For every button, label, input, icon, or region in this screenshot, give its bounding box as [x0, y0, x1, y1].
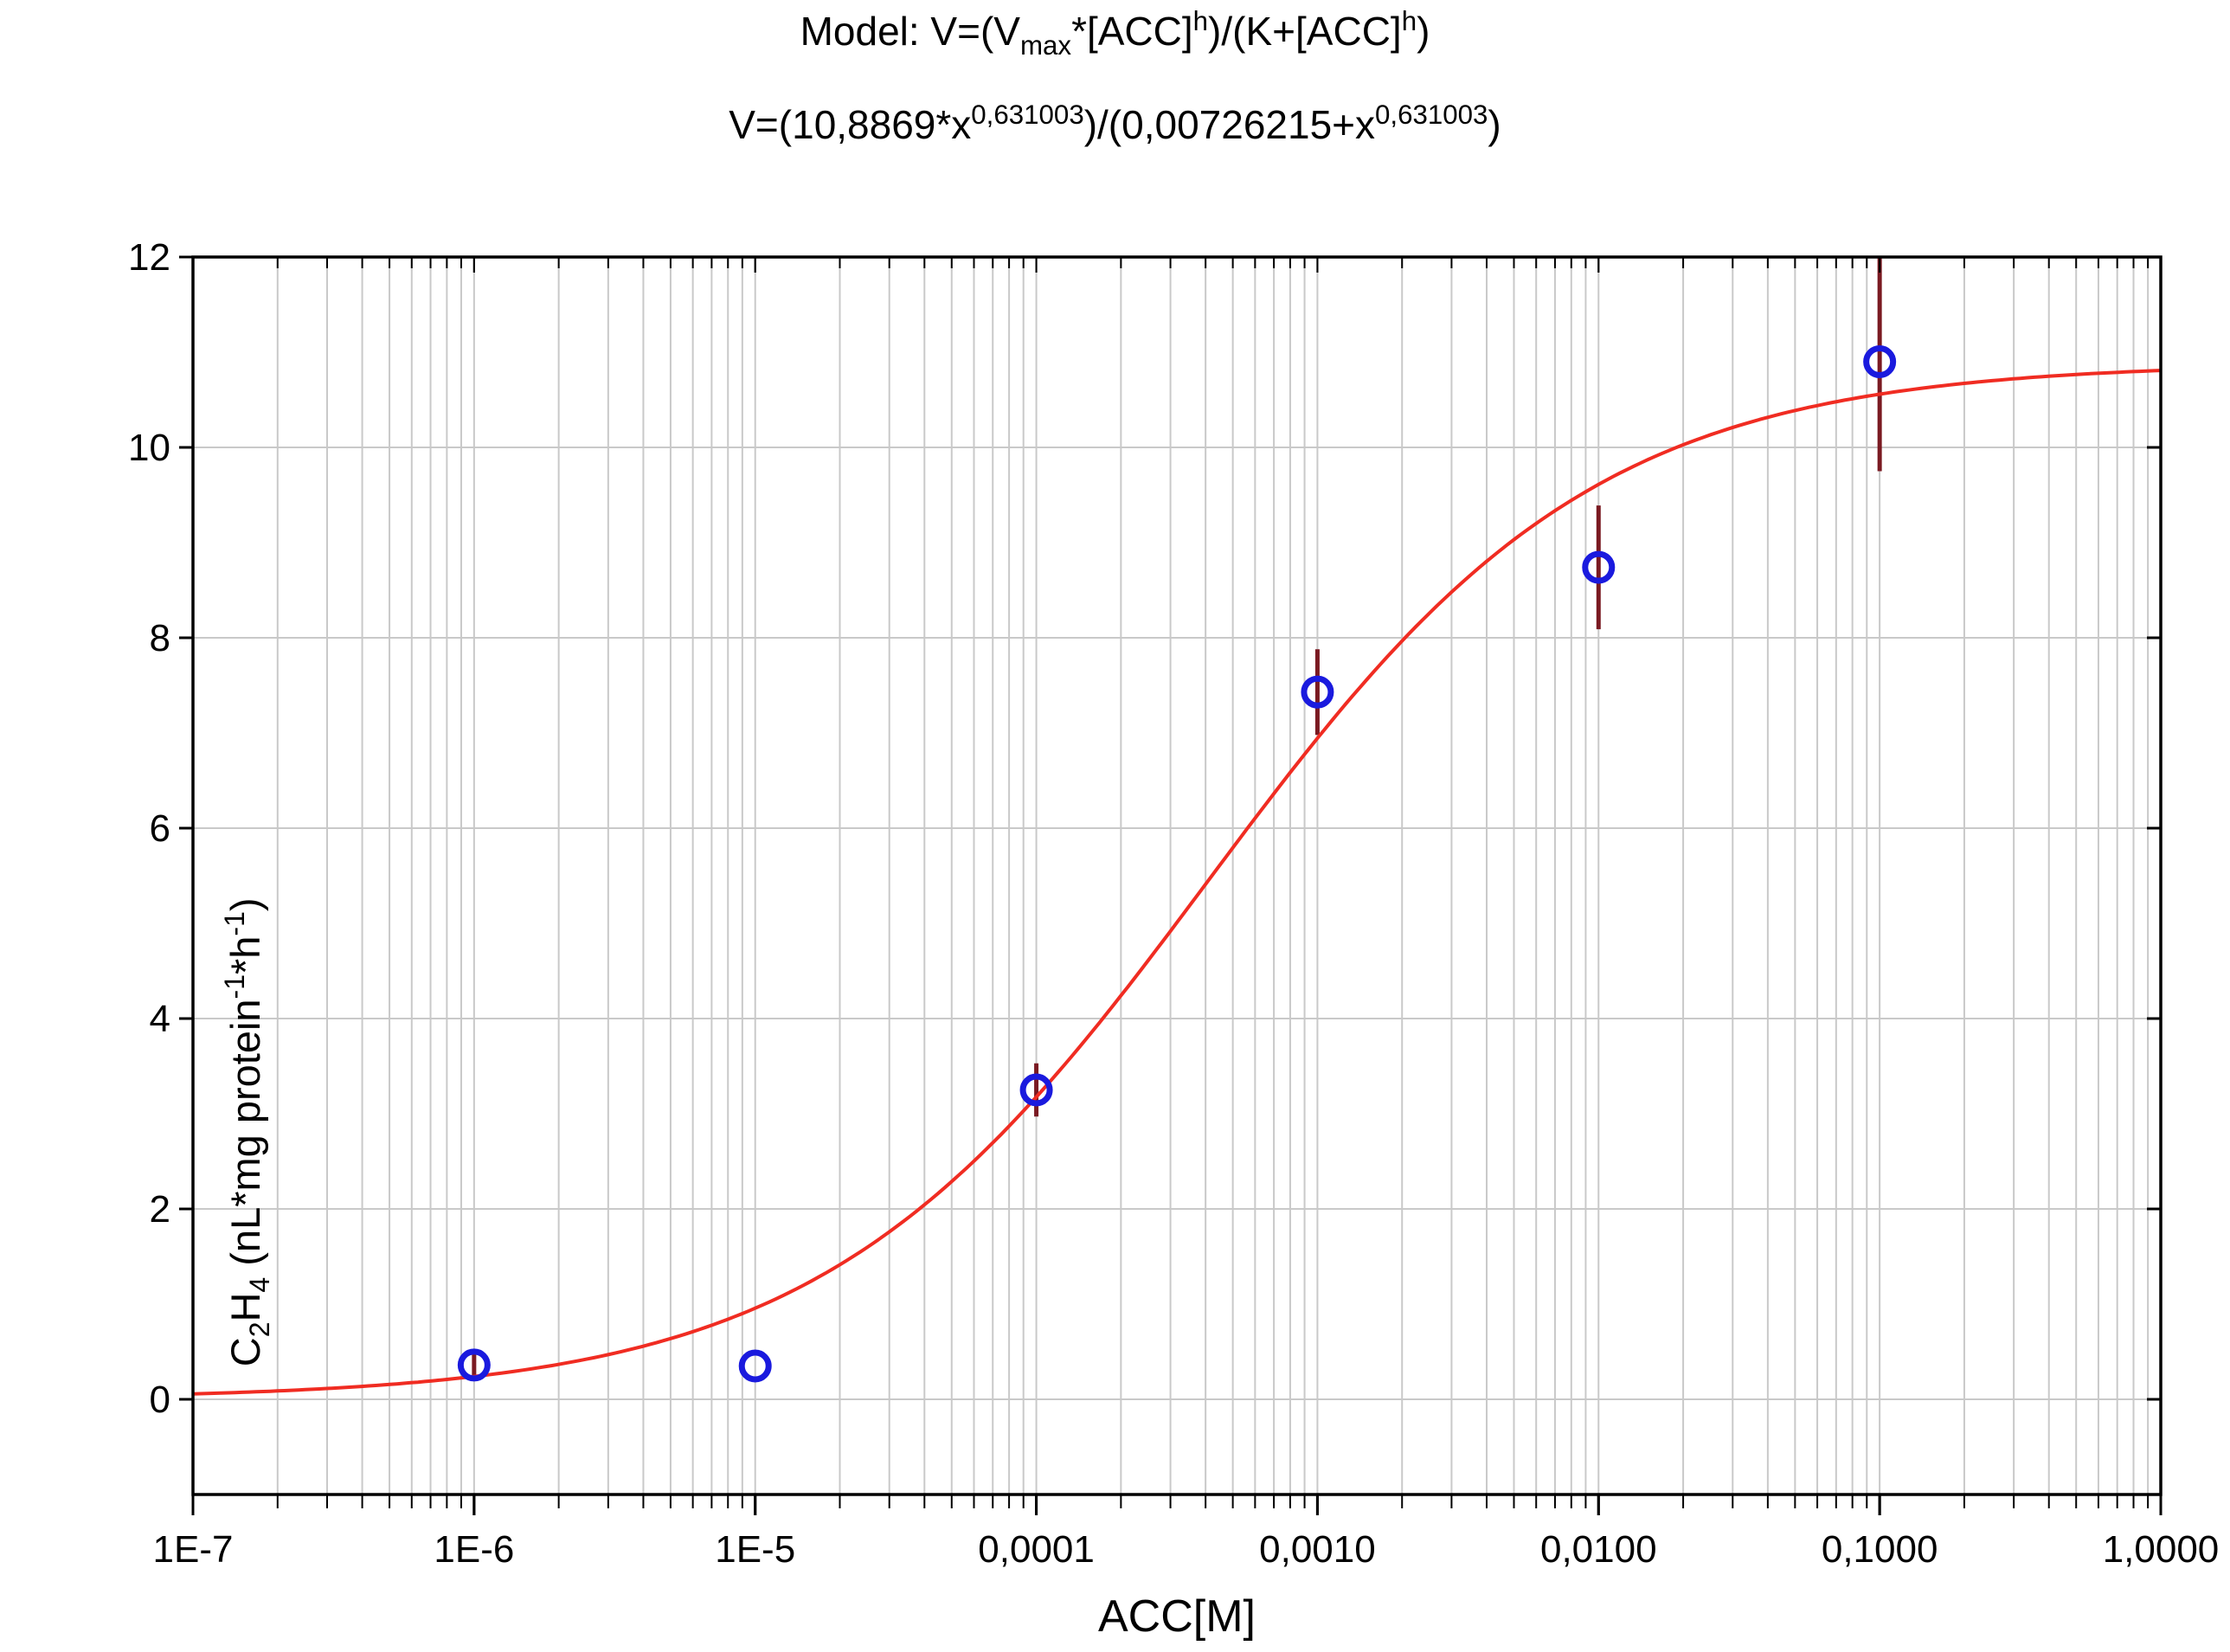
error-bars [472, 257, 1882, 1377]
axis-ticks [179, 255, 2163, 1515]
y-tick-label: 6 [150, 807, 170, 850]
y-tick-label: 12 [128, 236, 170, 279]
text-segment: 0,631003 [971, 99, 1084, 130]
y-tick-label: 10 [128, 427, 170, 469]
text-segment: max [1019, 29, 1072, 61]
text-segment: 0,631003 [1375, 99, 1488, 130]
x-tick-label: 1E-5 [715, 1528, 795, 1571]
x-tick-label: 0,0100 [1540, 1528, 1657, 1571]
chart-title-fit-equation: V=(10,8869*x0,631003)/(0,00726215+x0,631… [0, 100, 2230, 154]
x-tick-label: 0,1000 [1822, 1528, 1938, 1571]
text-segment: )/(0,00726215+x [1083, 102, 1376, 147]
text-segment: *h [222, 935, 268, 975]
plot-frame [191, 255, 2163, 1496]
text-segment: ) [1488, 102, 1501, 147]
fit-curve [193, 369, 2161, 1396]
text-segment: h [1401, 5, 1417, 36]
text-segment: h [1192, 5, 1209, 36]
y-axis-label: C2H4 (nL*mg protein-1*h-1) [219, 897, 275, 1367]
y-tick-label: 8 [150, 617, 170, 659]
data-point-marker [1019, 1073, 1053, 1107]
data-point-marker [1301, 675, 1334, 709]
y-tick-label: 0 [150, 1379, 170, 1421]
text-segment: C [222, 1337, 268, 1367]
data-point-marker [738, 1349, 772, 1383]
x-tick-label: 1E-6 [434, 1528, 514, 1571]
text-segment: -1 [219, 911, 251, 936]
x-tick-label: 0,0010 [1259, 1528, 1376, 1571]
text-segment: V=(10,8869*x [729, 102, 972, 147]
x-axis-label: ACC[M] [1098, 1591, 1256, 1642]
data-point-marker [457, 1348, 491, 1382]
text-segment: -1 [219, 974, 251, 1000]
x-tick-label: 1,0000 [2103, 1528, 2220, 1571]
data-points [457, 345, 1897, 1383]
text-segment: 4 [244, 1276, 276, 1293]
text-segment: H [222, 1292, 268, 1322]
x-tick-label: 1E-7 [153, 1528, 234, 1571]
data-point-marker [1863, 345, 1897, 378]
text-segment: )/(K+[ACC] [1208, 9, 1402, 54]
text-segment: Model: V=(V [800, 9, 1020, 54]
chart-title-model: Model: V=(Vmax*[ACC]h)/(K+[ACC]h) [0, 5, 2230, 61]
text-segment: ) [222, 897, 268, 912]
text-segment: (nL*mg protein [222, 999, 268, 1277]
data-point-marker [1582, 550, 1616, 584]
y-tick-label: 4 [150, 998, 170, 1040]
text-segment: *[ACC] [1071, 9, 1193, 54]
y-tick-label: 2 [150, 1188, 170, 1231]
text-segment: 2 [244, 1321, 276, 1338]
text-segment: ) [1417, 9, 1430, 54]
x-tick-label: 0,0001 [978, 1528, 1095, 1571]
gridlines [193, 256, 2161, 1495]
